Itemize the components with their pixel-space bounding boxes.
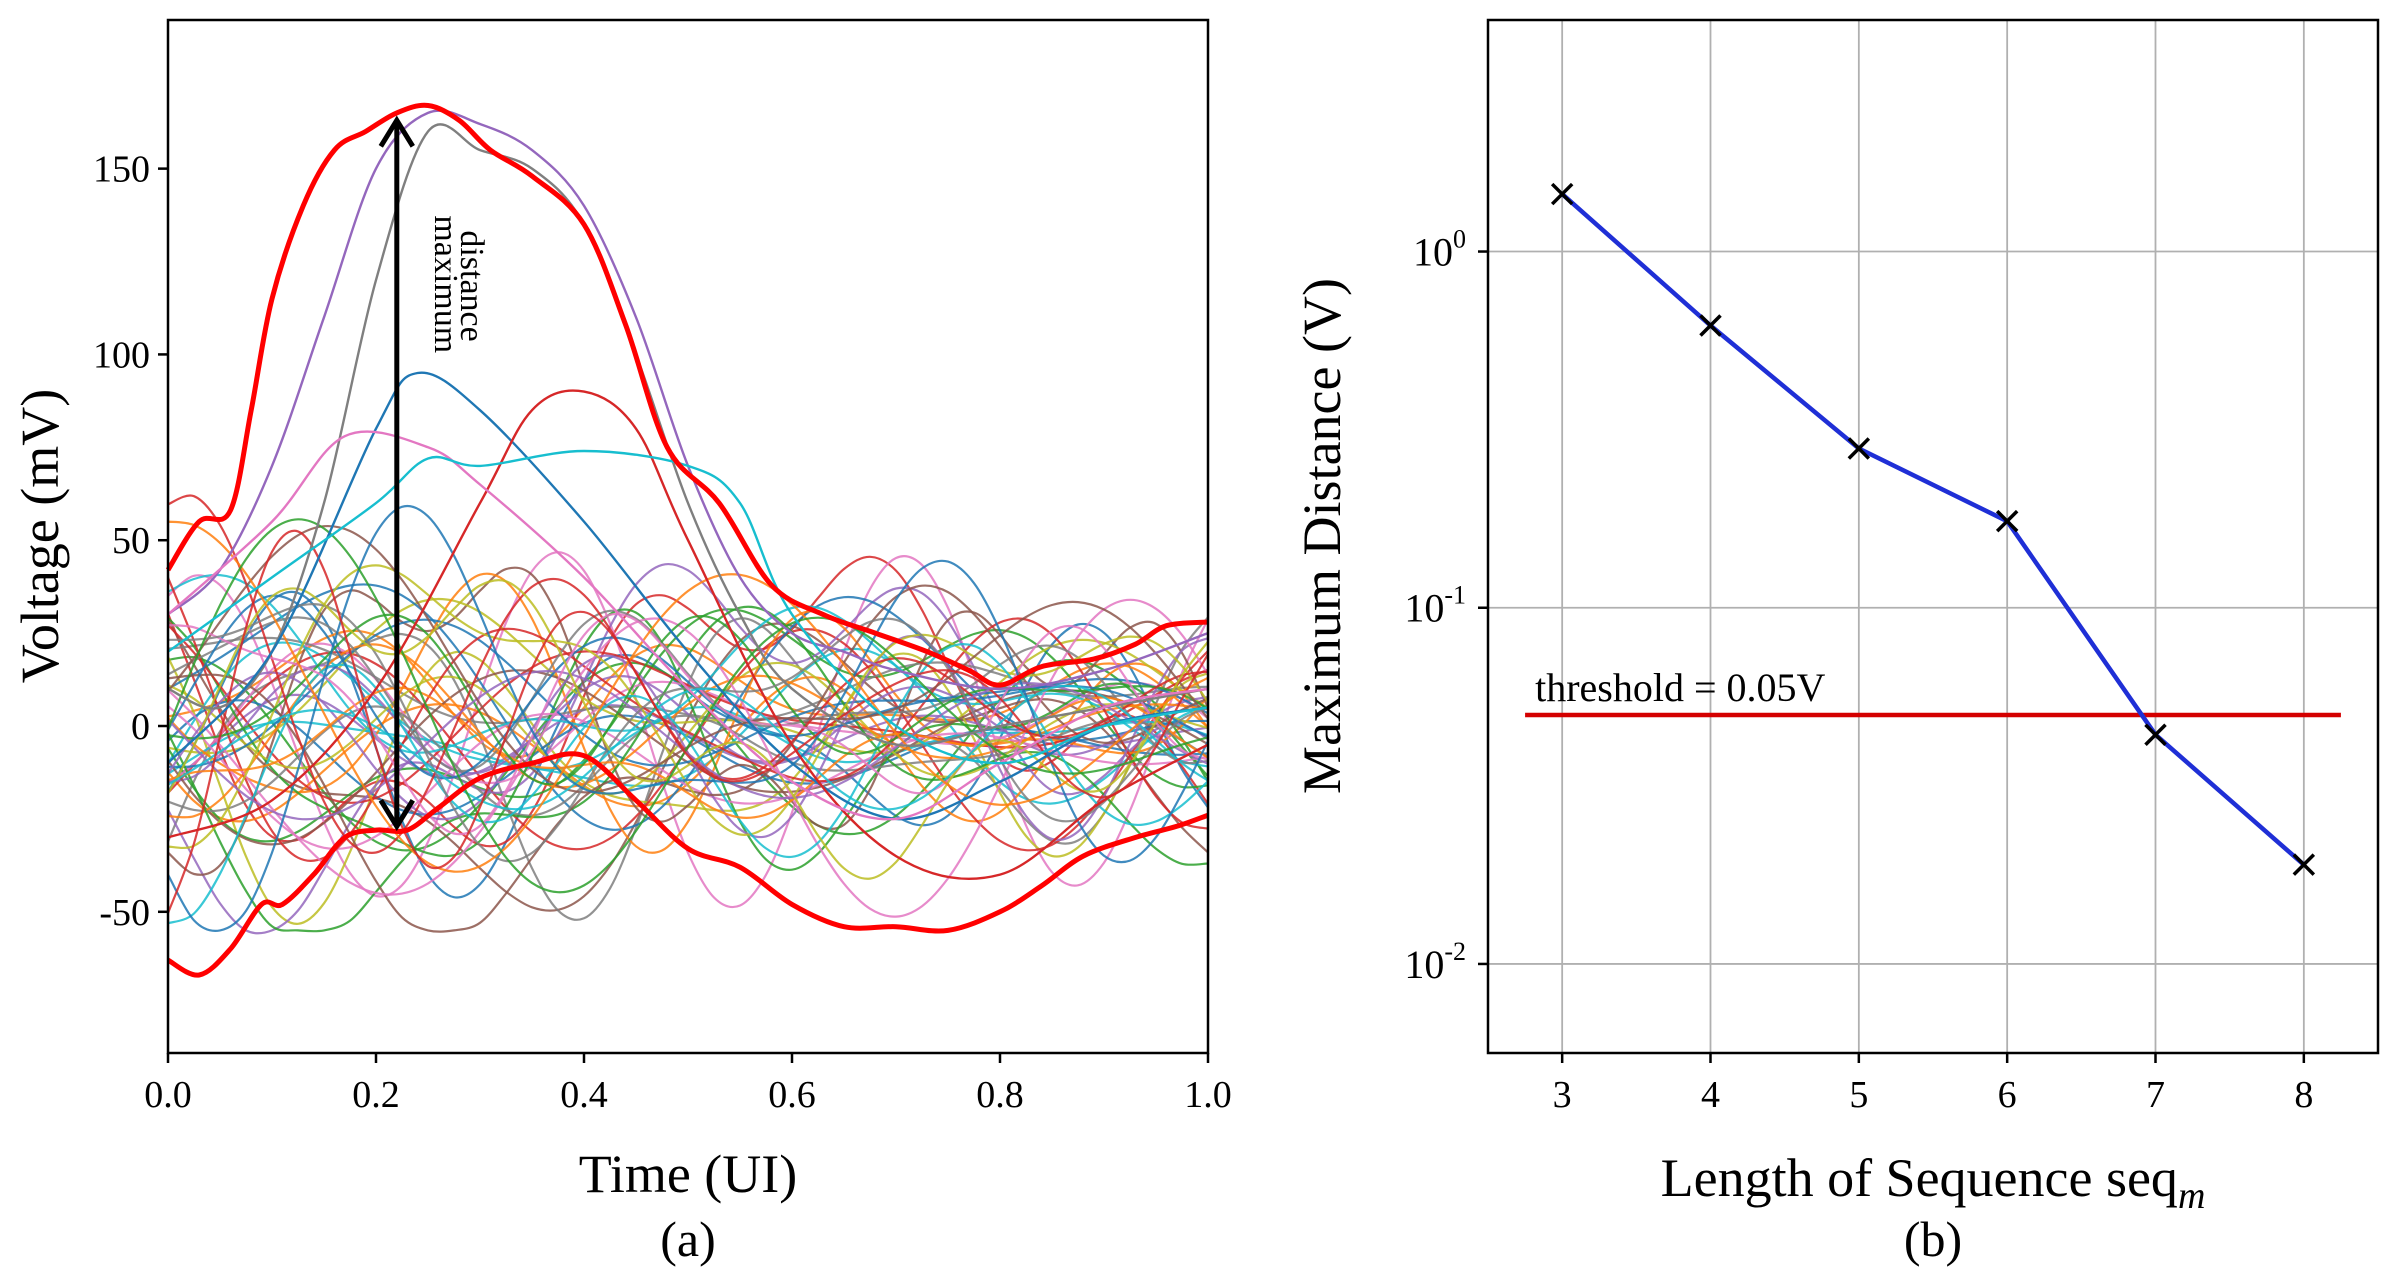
a-trace-38: [167, 609, 1209, 773]
a-arrow-head-top: [378, 115, 415, 148]
a-y-tick-label: 50: [112, 520, 150, 562]
b-y-tick-label: 10-2: [1404, 937, 1466, 987]
a-caption: (a): [660, 1211, 716, 1267]
a-annotation-label-line1: maximum: [427, 215, 464, 353]
b-marker-stroke: [2144, 723, 2167, 746]
b-y-tick-label: 10-1: [1404, 581, 1466, 631]
a-y-tick-label: 150: [93, 149, 150, 191]
b-x-axis-label-subscript: m: [2178, 1175, 2205, 1217]
b-series-line: [1560, 192, 2306, 867]
b-marker-x: [1995, 509, 2019, 533]
b-series-markers: [1550, 182, 2316, 876]
a-trace-33: [167, 605, 1209, 933]
a-trace-54: [166, 529, 1209, 914]
a-trace-mid-4: [167, 449, 1209, 765]
a-x-tick-label: 0.0: [144, 1074, 192, 1116]
a-y-tick-label: 100: [93, 334, 150, 376]
b-caption: (b): [1904, 1211, 1962, 1267]
a-x-axis-label: Time (UI): [579, 1144, 798, 1204]
a-y-axis: -50 0 50 100 150: [93, 149, 168, 934]
a-trace-15: [167, 562, 1209, 935]
b-marker-stroke: [2292, 853, 2316, 876]
b-x-tick-label: 7: [2146, 1074, 2165, 1116]
b-threshold-label: threshold = 0.05V: [1535, 665, 1825, 710]
a-trace-6: [167, 619, 1209, 912]
b-y-axis-label: Maximum Distance (V): [1292, 278, 1352, 794]
a-y-tick-label: -50: [99, 892, 150, 934]
a-trace-39: [167, 564, 1209, 850]
a-trace-8: [166, 616, 1209, 921]
a-trace-mid-2: [167, 389, 1209, 880]
b-marker-stroke: [1995, 509, 2019, 533]
a-trace-52: [167, 520, 1209, 873]
a-annotation-label-line2: distance: [453, 230, 490, 341]
b-x-tick-label: 3: [1553, 1074, 1572, 1116]
b-x-tick-label: 8: [2294, 1074, 2313, 1116]
a-trace-mid-1: [167, 371, 1209, 821]
panel-b-chart: threshold = 0.05V 3 4 5 6 7 8 10-2 10-1 100 Len…: [1292, 18, 2380, 1267]
a-max-distance-annotation: maximum distance: [378, 115, 490, 832]
a-x-axis: 0.0 0.2 0.4 0.6 0.8 1.0: [144, 1053, 1232, 1116]
a-plot-frame: [166, 18, 1210, 1055]
a-trace-13: [167, 608, 1209, 843]
a-x-tick-label: 1.0: [1184, 1074, 1232, 1116]
a-trace-51: [167, 504, 1209, 932]
b-x-tick-label: 5: [1849, 1074, 1868, 1116]
b-y-tick-label: 100: [1413, 225, 1466, 275]
b-x-tick-label: 4: [1701, 1074, 1720, 1116]
b-grid: [1488, 20, 2378, 1053]
a-trace-53: [166, 518, 1209, 894]
b-marker-x: [2292, 853, 2316, 876]
a-y-axis-label: Voltage (mV): [10, 389, 70, 683]
a-lower-envelope: [166, 751, 1209, 978]
a-envelope: [165, 102, 1209, 978]
a-trace-40: [167, 643, 1209, 925]
a-x-tick-label: 0.8: [976, 1074, 1024, 1116]
a-signal-traces: [166, 109, 1209, 935]
b-x-axis-label: Length of Sequence seqm: [1661, 1148, 2206, 1217]
b-y-axis: 10-2 10-1 100: [1404, 225, 1488, 987]
a-x-tick-label: 0.6: [768, 1074, 816, 1116]
a-arrow-head-bottom: [378, 799, 415, 832]
b-marker-stroke: [1847, 437, 1871, 460]
b-marker-x: [1847, 437, 1871, 460]
a-x-tick-label: 0.2: [352, 1074, 400, 1116]
a-trace-21: [167, 583, 1209, 831]
b-marker-stroke: [1550, 182, 1574, 206]
a-trace-50: [167, 684, 1209, 811]
a-trace-42: [167, 686, 1209, 819]
a-trace-41: [167, 594, 1209, 780]
b-x-axis-label-text: Length of Sequence seq: [1661, 1148, 2178, 1208]
a-trace-9: [167, 650, 1209, 925]
a-trace-mid-3: [167, 430, 1209, 821]
b-marker-x: [1699, 314, 1722, 337]
a-upper-envelope: [165, 102, 1209, 688]
a-trace-47: [167, 612, 1209, 836]
a-y-tick-label: 0: [131, 706, 150, 748]
b-plot-frame: [1486, 18, 2380, 1055]
a-trace-45: [167, 669, 1209, 821]
a-x-tick-label: 0.4: [560, 1074, 608, 1116]
b-marker-x: [2144, 723, 2167, 746]
a-trace-36: [167, 584, 1209, 933]
b-x-tick-label: 6: [1998, 1074, 2017, 1116]
a-trace-43: [167, 613, 1209, 786]
panel-a-chart: maximum distance 0.0 0.2 0.4 0.6 0.8 1.0 -50 0…: [10, 18, 1232, 1267]
b-marker-stroke: [1699, 314, 1722, 337]
b-marker-x: [1550, 182, 1574, 206]
b-x-axis: 3 4 5 6 7 8: [1553, 1053, 2313, 1116]
a-trace-22: [167, 572, 1209, 854]
a-trace-25: [167, 664, 1209, 784]
a-trace-peak-1: [167, 109, 1209, 691]
